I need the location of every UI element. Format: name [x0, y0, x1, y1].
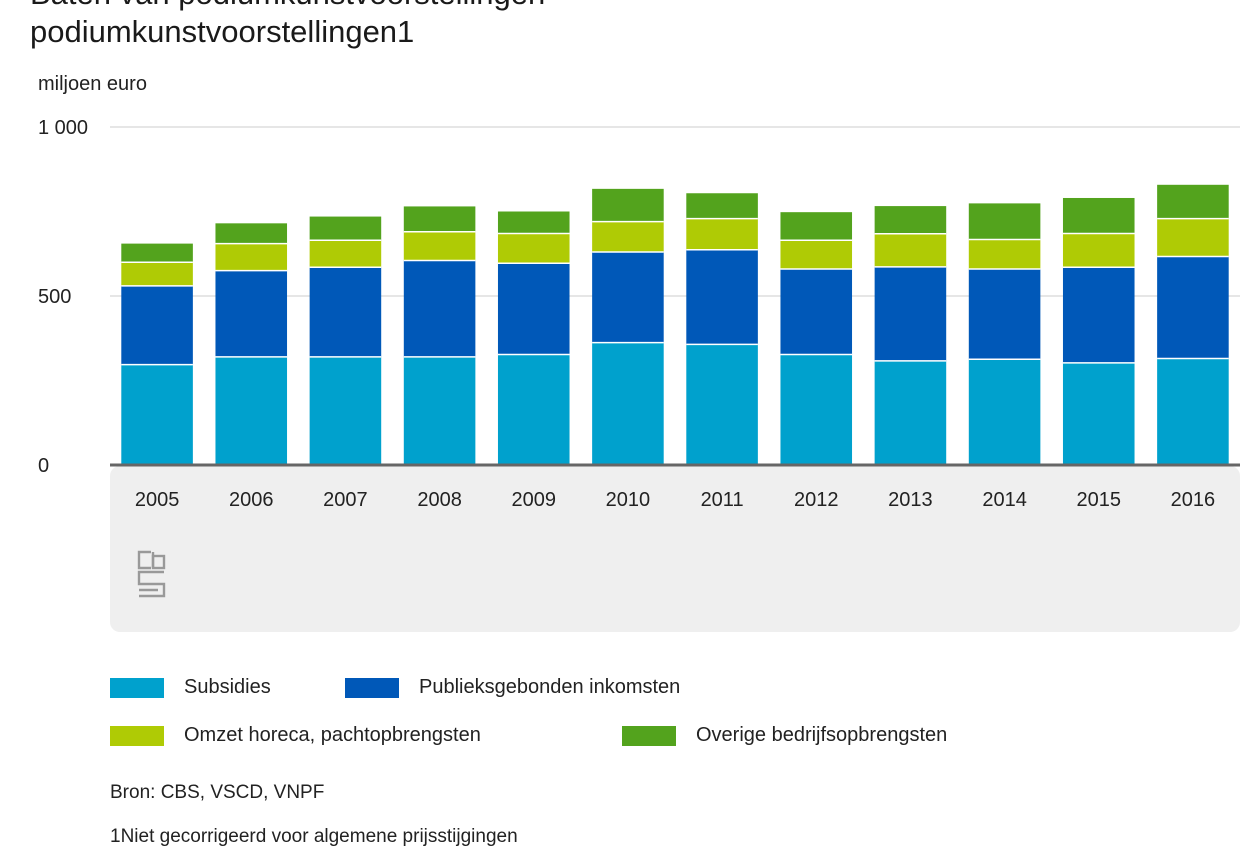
bar-segment-2 [215, 270, 288, 357]
legend-label-overige: Overige bedrijfsopbrengsten [696, 724, 948, 746]
x-tick-label: 2012 [794, 489, 839, 511]
x-tick-label: 2016 [1171, 489, 1216, 511]
chart-title: podiumkunstvoorstellingen1 [30, 14, 415, 49]
bar-segment-3 [1062, 233, 1135, 268]
bar-segment-4 [592, 188, 664, 222]
x-tick-label: 2007 [323, 489, 368, 511]
bar-segment-4 [1157, 184, 1229, 219]
bar-segment-3 [780, 240, 853, 269]
bar-segment-2 [403, 260, 476, 357]
bar-segment-4 [686, 193, 758, 219]
bar-segment-4 [309, 216, 382, 241]
legend-item-publieksgebonden: Publieksgebonden inkomsten [345, 676, 680, 699]
bar-segment-1 [215, 356, 288, 465]
legend-swatch-publieksgebonden [345, 677, 399, 698]
bar-segment-2 [592, 252, 664, 343]
stacked-bar-chart: miljoen euro 0 500 1 000 2005 2006 2007 2008 2… [38, 73, 1240, 632]
bar-segment-2 [874, 266, 947, 361]
legend-label-subsidies: Subsidies [184, 676, 271, 698]
logo-panel [110, 466, 1240, 632]
bar-segment-4 [1062, 197, 1135, 234]
x-tick-label: 2009 [512, 489, 557, 511]
bar-segment-3 [215, 243, 288, 271]
legend-swatch-subsidies [110, 677, 164, 698]
bar-segment-3 [403, 231, 476, 261]
bar-segment-4 [215, 223, 288, 244]
bar-segment-3 [497, 233, 570, 264]
bar-segment-3 [874, 233, 947, 267]
x-tick-label: 2006 [229, 489, 274, 511]
y-tick-label: 1 000 [38, 117, 88, 139]
source-note: Bron: CBS, VSCD, VNPF [110, 782, 325, 803]
bar-segment-4 [874, 206, 947, 234]
bar-segment-4 [497, 211, 570, 234]
bar-segment-3 [121, 262, 193, 286]
bar-segment-4 [968, 203, 1041, 240]
bar-segment-1 [874, 360, 947, 465]
bar-segment-4 [780, 212, 853, 241]
bar-segment-2 [309, 267, 382, 357]
y-tick-label: 0 [38, 455, 49, 477]
cbs-logo-icon [137, 550, 166, 598]
bar-segment-1 [497, 354, 570, 465]
bar-segment-3 [309, 240, 382, 268]
bar-segment-2 [121, 285, 193, 365]
x-tick-label: 2010 [606, 489, 651, 511]
x-tick-label: 2008 [417, 489, 462, 511]
bar-segment-3 [1157, 218, 1229, 257]
legend-label-publieksgebonden: Publieksgebonden inkomsten [419, 676, 681, 698]
x-tick-label: 2013 [888, 489, 933, 511]
bar-segment-1 [403, 356, 476, 465]
bar-segment-4 [403, 206, 476, 232]
y-axis-label: miljoen euro [38, 73, 147, 95]
bar-segment-3 [968, 239, 1041, 269]
x-tick-label: 2014 [982, 489, 1027, 511]
x-tick-label: 2011 [701, 489, 744, 511]
legend-swatch-horeca [110, 725, 164, 746]
bar-segment-4 [121, 243, 193, 263]
bar-segment-1 [309, 356, 382, 465]
legend-item-horeca: Omzet horeca, pachtopbrengsten [110, 724, 481, 747]
bar-segment-2 [968, 268, 1041, 360]
x-tick-label: 2015 [1077, 489, 1122, 511]
bar-segment-1 [686, 344, 758, 465]
bar-segment-1 [592, 342, 664, 465]
bar-segment-2 [1157, 256, 1229, 359]
legend-label-horeca: Omzet horeca, pachtopbrengsten [184, 724, 481, 746]
bar-segment-2 [497, 263, 570, 355]
legend-swatch-overige [622, 725, 676, 746]
bar-segment-1 [121, 364, 193, 465]
x-tick-label: 2005 [135, 489, 180, 511]
bar-segment-1 [1062, 362, 1135, 465]
bar-segment-1 [780, 354, 853, 465]
bar-segment-2 [780, 268, 853, 355]
bar-segment-1 [968, 359, 1041, 465]
legend-item-subsidies: Subsidies [110, 676, 271, 699]
bar-segment-2 [1062, 267, 1135, 363]
bar-segment-3 [686, 218, 758, 250]
y-tick-label: 500 [38, 286, 71, 308]
chart-title-partial: Baten van podiumkunstvoorstellingen [30, 0, 545, 12]
bar-segment-3 [592, 221, 664, 253]
legend-item-overige: Overige bedrijfsopbrengsten [622, 724, 947, 747]
bar-segment-2 [686, 249, 758, 345]
bar-segment-1 [1157, 358, 1229, 465]
footnote: 1Niet gecorrigeerd voor algemene prijsst… [110, 826, 518, 847]
